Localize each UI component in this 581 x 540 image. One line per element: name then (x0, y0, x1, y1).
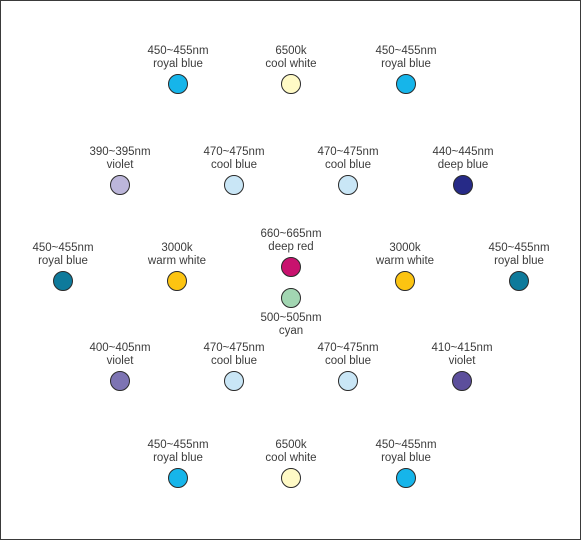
led-name: cool blue (210, 355, 258, 367)
led-wavelength: 3000k (389, 242, 421, 254)
led-dot (338, 371, 358, 391)
led-warm-white: 3000k warm white (340, 242, 470, 291)
led-dot (281, 468, 301, 488)
led-dot (168, 468, 188, 488)
led-dot (168, 74, 188, 94)
led-wavelength: 470~475nm (203, 146, 265, 158)
led-dot (224, 175, 244, 195)
led-royal-blue: 450~455nm royal blue (0, 242, 128, 291)
led-cool-blue: 470~475nm cool blue (283, 146, 413, 195)
led-wavelength: 450~455nm (375, 439, 437, 451)
led-name: cool blue (210, 159, 258, 171)
led-dot (53, 271, 73, 291)
led-wavelength: 410~415nm (431, 342, 493, 354)
led-name: royal blue (381, 58, 431, 70)
led-wavelength: 450~455nm (375, 45, 437, 57)
led-wavelength: 450~455nm (147, 439, 209, 451)
led-wavelength: 450~455nm (32, 242, 94, 254)
led-royal-blue: 450~455nm royal blue (341, 45, 471, 94)
led-cool-white: 6500k cool white (226, 439, 356, 488)
led-dot (281, 257, 301, 277)
led-dot (224, 371, 244, 391)
led-cool-blue: 470~475nm cool blue (169, 146, 299, 195)
led-name: cool blue (324, 159, 372, 171)
led-dot (396, 74, 416, 94)
led-wavelength: 450~455nm (488, 242, 550, 254)
led-dot (110, 175, 130, 195)
led-violet: 400~405nm violet (55, 342, 185, 391)
led-wavelength: 390~395nm (89, 146, 151, 158)
led-dot (281, 74, 301, 94)
led-wavelength: 6500k (275, 439, 307, 451)
led-royal-blue: 450~455nm royal blue (113, 439, 243, 488)
led-royal-blue: 450~455nm royal blue (341, 439, 471, 488)
led-dot (110, 371, 130, 391)
led-name: deep blue (437, 159, 489, 171)
led-name: royal blue (381, 452, 431, 464)
led-name: royal blue (153, 58, 203, 70)
led-name: deep red (268, 241, 314, 253)
led-name: cyan (278, 325, 304, 337)
led-cool-white: 6500k cool white (226, 45, 356, 94)
led-dot (167, 271, 187, 291)
led-dot (395, 271, 415, 291)
led-name: cool blue (324, 355, 372, 367)
led-wavelength: 470~475nm (203, 342, 265, 354)
led-name: warm white (375, 255, 435, 267)
led-wavelength: 400~405nm (89, 342, 151, 354)
led-name: violet (106, 355, 134, 367)
led-wavelength: 500~505nm (260, 312, 322, 324)
led-name: warm white (147, 255, 207, 267)
led-cyan: 500~505nm cyan (226, 288, 356, 338)
led-violet: 390~395nm violet (55, 146, 185, 195)
led-name: royal blue (153, 452, 203, 464)
led-wavelength: 660~665nm (260, 228, 322, 240)
led-deep-blue: 440~445nm deep blue (398, 146, 528, 195)
led-wavelength: 470~475nm (317, 146, 379, 158)
led-wavelength: 6500k (275, 45, 307, 57)
led-name: violet (448, 355, 476, 367)
led-wavelength: 470~475nm (317, 342, 379, 354)
led-cool-blue: 470~475nm cool blue (169, 342, 299, 391)
led-cool-blue: 470~475nm cool blue (283, 342, 413, 391)
led-dot (338, 175, 358, 195)
led-royal-blue: 450~455nm royal blue (113, 45, 243, 94)
led-deep-red: 660~665nm deep red (226, 228, 356, 277)
led-wavelength: 3000k (161, 242, 193, 254)
led-wavelength: 440~445nm (432, 146, 494, 158)
led-violet: 410~415nm violet (397, 342, 527, 391)
led-warm-white: 3000k warm white (112, 242, 242, 291)
led-dot (281, 288, 301, 308)
led-dot (452, 371, 472, 391)
led-dot (509, 271, 529, 291)
led-name: royal blue (494, 255, 544, 267)
led-dot (396, 468, 416, 488)
led-name: cool white (265, 452, 317, 464)
led-name: violet (106, 159, 134, 171)
led-wavelength: 450~455nm (147, 45, 209, 57)
led-name: royal blue (38, 255, 88, 267)
led-dot (453, 175, 473, 195)
led-royal-blue: 450~455nm royal blue (454, 242, 581, 291)
led-name: cool white (265, 58, 317, 70)
